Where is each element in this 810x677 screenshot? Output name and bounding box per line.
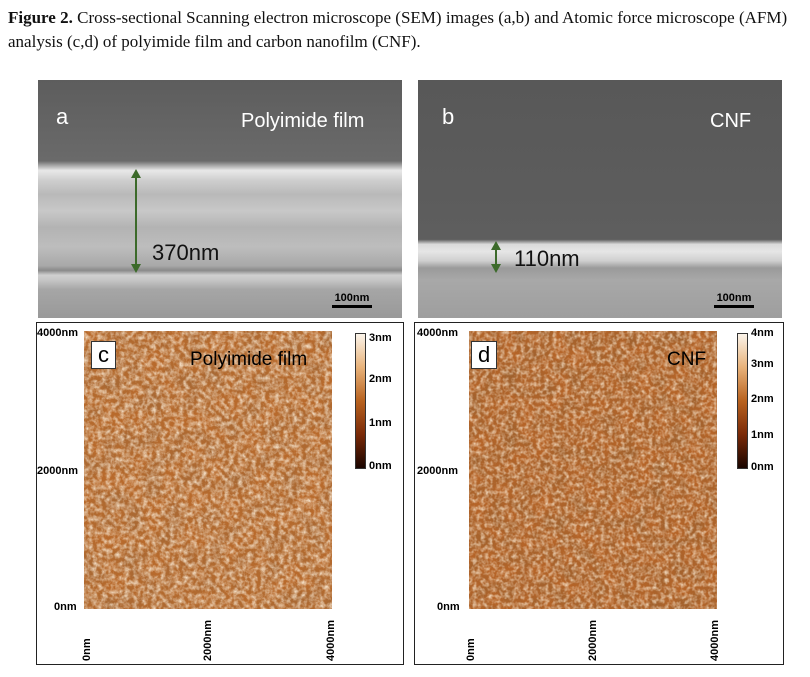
x-tick-0-d: 0nm — [465, 638, 477, 661]
panel-title-b: CNF — [710, 110, 752, 132]
thickness-label-a: 370nm — [152, 240, 220, 265]
y-tick-mid-d: 2000nm — [417, 465, 458, 477]
scalebar-label-a: 100nm — [334, 292, 370, 304]
y-tick-top-d: 4000nm — [417, 327, 458, 339]
afm-panel-c: 4000nm 2000nm 0nm c Polyimide film 3nm 2… — [36, 322, 404, 665]
colorbar-c — [355, 333, 366, 469]
colorbar-tick-d-2: 2nm — [751, 393, 774, 405]
scalebar-label-b: 100nm — [716, 292, 752, 304]
sem-panel-a: a Polyimide film 370nm 100nm — [38, 80, 402, 318]
x-tick-max-c: 4000nm — [325, 620, 337, 661]
panel-title-c: Polyimide film — [190, 349, 308, 370]
y-tick-bot-d: 0nm — [437, 601, 460, 613]
colorbar-tick-c-3: 0nm — [369, 460, 392, 472]
colorbar-tick-c-0: 3nm — [369, 332, 392, 344]
x-tick-max-d: 4000nm — [709, 620, 721, 661]
colorbar-d — [737, 333, 748, 469]
x-tick-mid-c: 2000nm — [202, 620, 214, 661]
colorbar-tick-c-1: 2nm — [369, 373, 392, 385]
panel-letter-b: b — [442, 104, 455, 129]
x-tick-mid-d: 2000nm — [587, 620, 599, 661]
panel-letter-d: d — [471, 341, 498, 369]
afm-image-d — [469, 331, 717, 609]
caption-text: Cross-sectional Scanning electron micros… — [8, 8, 788, 51]
afm-panel-d: 4000nm 2000nm 0nm d CNF 4nm 3nm 2nm 1nm … — [414, 322, 784, 665]
panel-title-d: CNF — [667, 349, 707, 370]
y-tick-top-c: 4000nm — [37, 327, 78, 339]
afm-image-c — [84, 331, 332, 609]
thickness-arrow-a — [131, 169, 141, 273]
y-tick-mid-c: 2000nm — [37, 465, 78, 477]
thickness-label-b: 110nm — [514, 246, 580, 271]
panel-title-a: Polyimide film — [241, 110, 365, 132]
colorbar-tick-d-4: 0nm — [751, 461, 774, 473]
x-tick-0-c: 0nm — [81, 638, 93, 661]
caption-label: Figure 2. — [8, 8, 73, 27]
colorbar-tick-d-3: 1nm — [751, 429, 774, 441]
colorbar-tick-d-0: 4nm — [751, 327, 774, 339]
panel-letter-a: a — [56, 104, 69, 129]
y-tick-bot-c: 0nm — [54, 601, 77, 613]
figure-caption: Figure 2. Cross-sectional Scanning elect… — [8, 6, 808, 54]
panel-letter-c: c — [91, 341, 116, 369]
scalebar-b: 100nm — [714, 292, 754, 308]
colorbar-tick-c-2: 1nm — [369, 417, 392, 429]
scalebar-a: 100nm — [332, 292, 372, 308]
thickness-arrow-b — [491, 241, 501, 273]
colorbar-tick-d-1: 3nm — [751, 358, 774, 370]
sem-panel-b: b CNF 110nm 100nm — [418, 80, 782, 318]
